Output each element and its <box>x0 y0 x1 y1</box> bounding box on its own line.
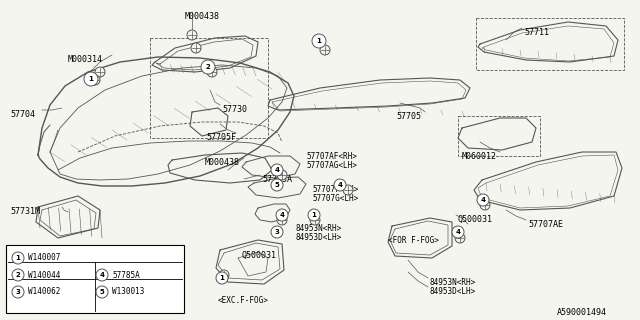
Text: 57731M: 57731M <box>10 207 40 216</box>
Text: 57735A: 57735A <box>262 175 292 184</box>
Circle shape <box>276 209 288 221</box>
Circle shape <box>343 185 353 195</box>
Circle shape <box>320 45 330 55</box>
Text: Q500031: Q500031 <box>458 215 493 224</box>
Bar <box>476 18 624 70</box>
Circle shape <box>96 269 108 281</box>
Circle shape <box>277 215 287 225</box>
Text: W140062: W140062 <box>28 287 60 297</box>
Circle shape <box>455 233 465 243</box>
Text: 84953N<RH>: 84953N<RH> <box>296 224 342 233</box>
Text: 57707G<LH>: 57707G<LH> <box>312 194 358 203</box>
Text: <EXC.F-FOG>: <EXC.F-FOG> <box>218 296 269 305</box>
Text: 1: 1 <box>312 212 316 218</box>
Circle shape <box>334 179 346 191</box>
Bar <box>458 116 540 156</box>
Text: 4: 4 <box>456 229 461 235</box>
Text: 1: 1 <box>220 275 225 281</box>
Text: M000438: M000438 <box>205 158 240 167</box>
Text: W140007: W140007 <box>28 253 60 262</box>
Bar <box>150 38 268 138</box>
Circle shape <box>96 286 108 298</box>
Text: 84953D<LH>: 84953D<LH> <box>296 233 342 242</box>
Text: 2: 2 <box>205 64 211 70</box>
Circle shape <box>84 72 98 86</box>
Text: M000314: M000314 <box>68 55 103 64</box>
Circle shape <box>95 67 105 77</box>
Text: 5: 5 <box>100 289 104 295</box>
Text: 2: 2 <box>15 272 20 278</box>
Text: 57730: 57730 <box>222 105 247 114</box>
Text: 4: 4 <box>99 272 104 278</box>
Text: 57785A: 57785A <box>112 270 140 279</box>
Text: 57704: 57704 <box>10 110 35 119</box>
Text: 4: 4 <box>275 167 280 173</box>
Circle shape <box>191 43 201 53</box>
Text: 1: 1 <box>317 38 321 44</box>
Circle shape <box>216 272 228 284</box>
Circle shape <box>201 60 215 74</box>
Circle shape <box>207 67 217 77</box>
Circle shape <box>271 164 283 176</box>
Circle shape <box>477 194 489 206</box>
Text: W140044: W140044 <box>28 270 60 279</box>
Text: 57707F<RH>: 57707F<RH> <box>312 185 358 194</box>
Text: Q500031: Q500031 <box>242 251 277 260</box>
Text: 57707AE: 57707AE <box>528 220 563 229</box>
Text: M000438: M000438 <box>185 12 220 21</box>
Text: 4: 4 <box>280 212 285 218</box>
Text: 1: 1 <box>88 76 93 82</box>
Circle shape <box>277 170 287 180</box>
Text: 4: 4 <box>481 197 486 203</box>
Text: 57705: 57705 <box>396 112 421 121</box>
Circle shape <box>312 34 326 48</box>
Text: <FOR F-FOG>: <FOR F-FOG> <box>388 236 439 245</box>
Text: 57705F: 57705F <box>206 133 236 142</box>
Text: A590001494: A590001494 <box>557 308 607 317</box>
Text: 57711: 57711 <box>524 28 549 37</box>
Text: 3: 3 <box>15 289 20 295</box>
Circle shape <box>187 30 197 40</box>
Text: 57707AF<RH>: 57707AF<RH> <box>306 152 357 161</box>
Text: 5: 5 <box>275 182 280 188</box>
Circle shape <box>90 75 100 85</box>
Text: 84953N<RH>: 84953N<RH> <box>430 278 476 287</box>
Bar <box>6 245 184 313</box>
Text: 1: 1 <box>15 255 20 261</box>
Text: 4: 4 <box>337 182 342 188</box>
Text: 84953D<LH>: 84953D<LH> <box>430 287 476 296</box>
Text: M060012: M060012 <box>462 152 497 161</box>
Circle shape <box>480 200 490 210</box>
Text: 57707AG<LH>: 57707AG<LH> <box>306 161 357 170</box>
Text: 3: 3 <box>275 229 280 235</box>
Circle shape <box>308 209 320 221</box>
Circle shape <box>452 226 464 238</box>
Circle shape <box>271 179 283 191</box>
Circle shape <box>12 286 24 298</box>
Circle shape <box>271 226 283 238</box>
Circle shape <box>12 252 24 264</box>
Circle shape <box>12 269 24 281</box>
Text: W130013: W130013 <box>112 287 145 297</box>
Circle shape <box>310 215 320 225</box>
Circle shape <box>219 270 229 280</box>
